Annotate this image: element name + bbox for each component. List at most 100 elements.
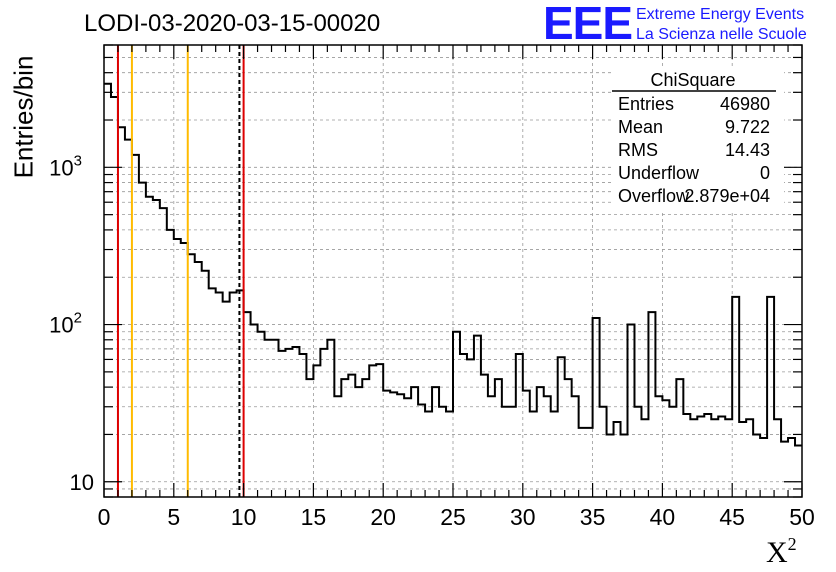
histogram-bin (732, 297, 739, 497)
histogram-bin (397, 394, 404, 497)
histogram-bin (753, 434, 760, 497)
histogram-bin (153, 200, 160, 497)
histogram-bin (362, 379, 369, 497)
histogram-bin (125, 140, 132, 497)
x-axis-label: X2 (766, 534, 797, 569)
x-tick-label: 35 (580, 504, 606, 530)
histogram-bin (230, 292, 237, 497)
histogram-series (104, 82, 802, 497)
y-tick-label: 102 (49, 310, 82, 338)
stats-box-bg (614, 68, 784, 212)
histogram-bin (718, 417, 725, 497)
histogram-bin (334, 396, 341, 497)
histogram-bin (209, 288, 216, 497)
stats-row-value: 0 (760, 163, 770, 183)
histogram-bin (760, 438, 767, 497)
x-tick-label: 0 (98, 504, 111, 530)
histogram-bin (111, 97, 118, 497)
histogram-bin (139, 183, 146, 497)
histogram-bin (781, 442, 788, 497)
chart-title: LODI-03-2020-03-15-00020 (84, 10, 381, 37)
histogram-bin (600, 407, 607, 497)
x-tick-label: 10 (231, 504, 257, 530)
histogram-bin (621, 434, 628, 497)
histogram-bin (607, 434, 614, 497)
histogram-bin (299, 354, 306, 497)
marker-lines (116, 45, 245, 497)
histogram-bin (704, 414, 711, 497)
histogram-bin (418, 405, 425, 497)
x-tick-label: 25 (440, 504, 466, 530)
histogram-bin (711, 419, 718, 497)
histogram-bin (223, 302, 230, 497)
histogram-bin (697, 417, 704, 497)
histogram-bin (530, 411, 537, 497)
histogram-bin (544, 396, 551, 497)
histogram-bin (446, 411, 453, 497)
histogram-bin (655, 396, 662, 497)
histogram-bin (369, 365, 376, 497)
histogram-bin (634, 407, 641, 497)
histogram-bin (279, 351, 286, 497)
x-tick-label: 45 (719, 504, 745, 530)
histogram-bin (432, 387, 439, 497)
histogram-bin (202, 271, 209, 497)
histogram-bin (662, 400, 669, 497)
histogram-bin (355, 387, 362, 497)
histogram-bin (383, 391, 390, 497)
histogram-bin (132, 155, 139, 497)
histogram-bin (404, 398, 411, 497)
x-tick-label: 30 (510, 504, 536, 530)
histogram-bin (272, 340, 279, 497)
histogram-bin (474, 336, 481, 497)
histogram-bin (593, 318, 600, 497)
histogram-bin (509, 407, 516, 497)
histogram-bin (467, 359, 474, 497)
y-tick-label: 103 (49, 152, 82, 180)
histogram-bin (313, 365, 320, 497)
histogram-bin (502, 407, 509, 497)
histogram-bin (167, 230, 174, 497)
histogram-bin (376, 364, 383, 497)
y-tick-label: 10 (70, 470, 94, 495)
histogram-bin (258, 332, 265, 497)
histogram-bin (146, 197, 153, 497)
logo-line-2: La Scienza nelle Scuole (636, 26, 807, 43)
histogram-bin (216, 292, 223, 497)
axis-ticks: 0 5 10 15 20 25 30 35 40 45 50 10 102 103 (49, 44, 815, 530)
stats-row-value: 14.43 (725, 140, 770, 160)
histogram-bin (348, 375, 355, 497)
histogram-bin (481, 375, 488, 497)
stats-row-value: 46980 (720, 94, 770, 114)
histogram-bin (181, 243, 188, 497)
histogram-bin (460, 354, 467, 497)
histogram-bin (676, 379, 683, 497)
x-tick-label: 40 (650, 504, 676, 530)
histogram-bin (648, 312, 655, 497)
histogram-bin (767, 297, 774, 497)
histogram-bin (327, 340, 334, 497)
histogram-bin (285, 349, 292, 497)
histogram-bin (558, 357, 565, 497)
histogram-bin (641, 419, 648, 497)
stats-row-label: Mean (618, 117, 663, 137)
histogram-bin (683, 414, 690, 497)
x-tick-label: 15 (301, 504, 327, 530)
stats-box-title: ChiSquare (650, 70, 735, 90)
histogram-bin (614, 422, 621, 497)
stats-row-value: 9.722 (725, 117, 770, 137)
histogram-bin (579, 428, 586, 497)
histogram-bin (453, 332, 460, 497)
histogram-bin (251, 325, 258, 497)
histogram-bin (628, 325, 635, 497)
histogram-bin (739, 422, 746, 497)
y-axis-label-wrap: Entries/bin (6, 52, 42, 182)
histogram-bin (669, 407, 676, 497)
histogram-outline (104, 82, 802, 447)
eee-logo: EEE (543, 0, 633, 49)
histogram-bin (195, 262, 202, 497)
histogram-bin (188, 254, 195, 497)
histogram-bin (516, 354, 523, 497)
histogram-bin (244, 312, 251, 497)
x-tick-label: 5 (167, 504, 180, 530)
